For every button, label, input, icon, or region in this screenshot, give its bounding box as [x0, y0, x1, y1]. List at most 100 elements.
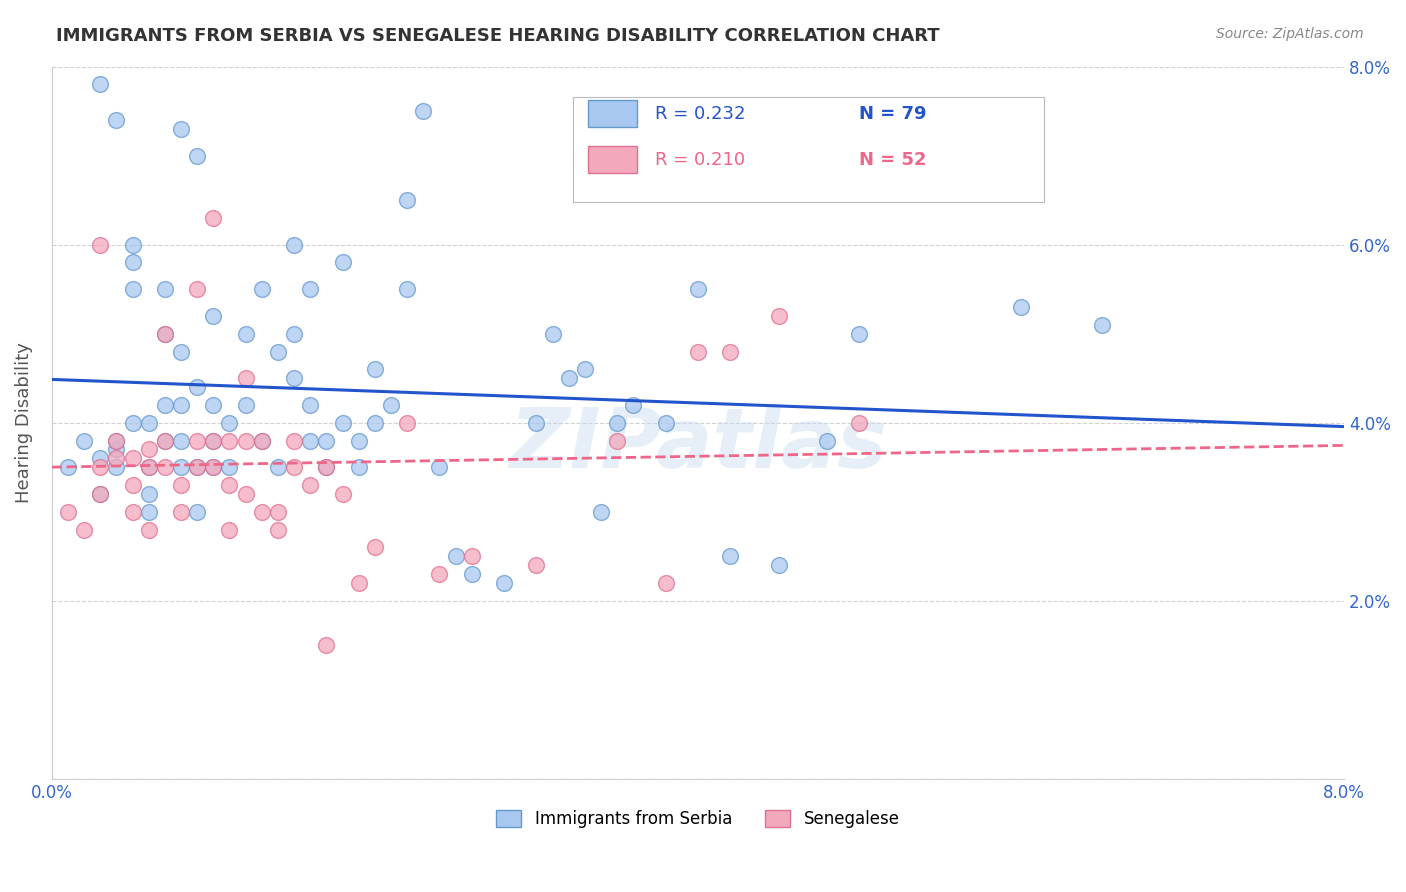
Point — [153, 326, 176, 341]
Point — [105, 451, 128, 466]
Point — [235, 371, 257, 385]
Point — [170, 505, 193, 519]
Point — [332, 487, 354, 501]
Point — [202, 309, 225, 323]
Point — [202, 460, 225, 475]
Point — [606, 416, 628, 430]
Point — [654, 416, 676, 430]
Point — [494, 576, 516, 591]
Point — [283, 434, 305, 448]
Point — [396, 416, 419, 430]
FancyBboxPatch shape — [572, 96, 1045, 202]
Legend: Immigrants from Serbia, Senegalese: Immigrants from Serbia, Senegalese — [489, 803, 907, 835]
Point — [332, 416, 354, 430]
Text: IMMIGRANTS FROM SERBIA VS SENEGALESE HEARING DISABILITY CORRELATION CHART: IMMIGRANTS FROM SERBIA VS SENEGALESE HEA… — [56, 27, 939, 45]
Point — [218, 478, 240, 492]
Point — [235, 398, 257, 412]
Point — [138, 505, 160, 519]
Text: N = 79: N = 79 — [859, 104, 927, 122]
Point — [202, 398, 225, 412]
Point — [299, 434, 322, 448]
Point — [250, 282, 273, 296]
Point — [235, 434, 257, 448]
Point — [267, 523, 290, 537]
Point — [89, 237, 111, 252]
Point — [267, 505, 290, 519]
Point — [315, 434, 337, 448]
Point — [589, 505, 612, 519]
Point — [170, 434, 193, 448]
Point — [429, 567, 451, 582]
Point — [347, 460, 370, 475]
Point — [364, 362, 387, 376]
Point — [202, 434, 225, 448]
Point — [202, 434, 225, 448]
Point — [315, 460, 337, 475]
Point — [153, 398, 176, 412]
Point — [138, 460, 160, 475]
Point — [138, 460, 160, 475]
Point — [186, 380, 208, 394]
Point — [347, 576, 370, 591]
Point — [283, 460, 305, 475]
Bar — [588, 100, 637, 128]
Point — [768, 309, 790, 323]
Point — [1010, 300, 1032, 314]
Point — [138, 442, 160, 457]
Point — [105, 434, 128, 448]
Point — [218, 523, 240, 537]
Point — [105, 113, 128, 128]
Y-axis label: Hearing Disability: Hearing Disability — [15, 343, 32, 503]
Point — [396, 282, 419, 296]
Text: R = 0.210: R = 0.210 — [655, 151, 745, 169]
Point — [444, 549, 467, 564]
Point — [686, 282, 709, 296]
Bar — [588, 146, 637, 173]
Point — [654, 576, 676, 591]
Point — [218, 460, 240, 475]
Point — [250, 434, 273, 448]
Point — [380, 398, 402, 412]
Point — [153, 282, 176, 296]
Point — [105, 460, 128, 475]
Text: Source: ZipAtlas.com: Source: ZipAtlas.com — [1216, 27, 1364, 41]
Point — [170, 122, 193, 136]
Point — [283, 371, 305, 385]
Point — [186, 434, 208, 448]
Point — [218, 434, 240, 448]
Point — [848, 416, 870, 430]
Point — [56, 460, 79, 475]
Point — [235, 326, 257, 341]
Point — [768, 558, 790, 573]
Point — [121, 478, 143, 492]
Point — [461, 567, 484, 582]
Point — [105, 442, 128, 457]
Point — [332, 255, 354, 269]
Text: N = 52: N = 52 — [859, 151, 927, 169]
Point — [250, 505, 273, 519]
Point — [121, 237, 143, 252]
Point — [315, 460, 337, 475]
Point — [606, 434, 628, 448]
Point — [283, 326, 305, 341]
Point — [186, 505, 208, 519]
Point — [170, 478, 193, 492]
Point — [138, 416, 160, 430]
Point — [170, 344, 193, 359]
Point — [347, 434, 370, 448]
Point — [815, 434, 838, 448]
Point — [121, 505, 143, 519]
Point — [364, 541, 387, 555]
Point — [89, 487, 111, 501]
Point — [121, 255, 143, 269]
Point — [121, 416, 143, 430]
Point — [218, 416, 240, 430]
Point — [267, 344, 290, 359]
Point — [89, 460, 111, 475]
Point — [315, 638, 337, 652]
Point — [396, 193, 419, 207]
Point — [1091, 318, 1114, 332]
Point — [73, 434, 96, 448]
Point — [299, 478, 322, 492]
Point — [299, 398, 322, 412]
